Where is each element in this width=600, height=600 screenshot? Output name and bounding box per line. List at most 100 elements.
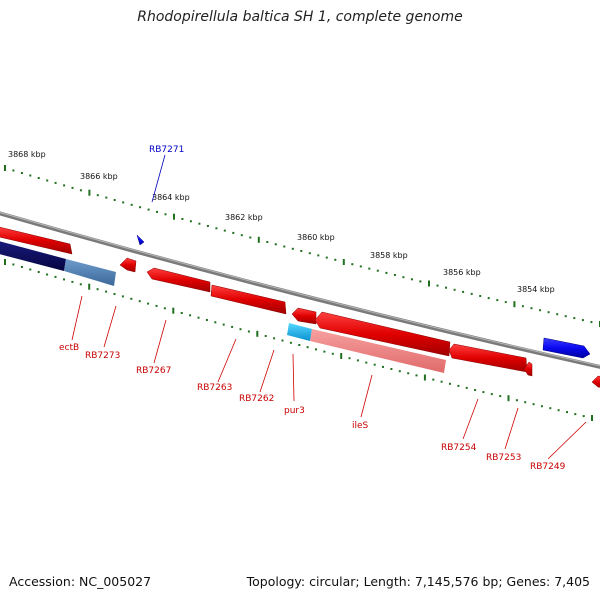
outer-scale-tick [385, 271, 388, 274]
scale-label-3864: 3864 kbp [152, 193, 190, 202]
scale-label-3862: 3862 kbp [225, 213, 263, 222]
outer-scale-tick [147, 208, 150, 211]
outer-scale-tick [156, 210, 158, 213]
gene-feature-dark-block[interactable] [0, 240, 66, 271]
outer-scale-tick [530, 307, 533, 310]
genome-summary-text: Topology: circular; Length: 7,145,576 bp… [246, 574, 590, 589]
outer-scale-tick [325, 256, 328, 259]
inner-scale-tick [365, 361, 368, 364]
outer-scale-tick [88, 189, 91, 196]
outer-scale-tick [564, 315, 567, 318]
inner-scale-tick [423, 374, 426, 381]
outer-scale-tick [479, 295, 482, 297]
inner-scale-tick [373, 363, 376, 366]
leader-rb7271 [151, 154, 166, 203]
inner-scale-tick [46, 273, 49, 276]
gene-label-rb7253[interactable]: RB7253 [486, 453, 521, 463]
inner-scale-tick [474, 389, 477, 391]
outer-scale-tick [96, 194, 99, 197]
gene-feature-rb7262[interactable] [291, 307, 317, 325]
inner-scale-tick [407, 372, 410, 375]
gene-label-rb7271[interactable]: RB7271 [149, 145, 184, 155]
inner-scale-tick [323, 350, 326, 353]
gene-feature-ectb-region[interactable] [0, 226, 73, 255]
gene-label-rb7267[interactable]: RB7267 [136, 366, 171, 376]
scale-label-3866: 3866 kbp [80, 172, 118, 181]
inner-scale-tick [591, 415, 593, 421]
gene-feature-ectb-steel[interactable] [64, 259, 116, 286]
inner-scale-tick [507, 395, 510, 402]
gene-label-rb7262[interactable]: RB7262 [239, 394, 274, 404]
gene-label-rb7254[interactable]: RB7254 [441, 443, 477, 453]
outer-scale-tick [504, 301, 507, 304]
gene-feature-rb7267[interactable] [146, 267, 211, 293]
outer-scale-tick [122, 201, 125, 204]
inner-scale-tick [197, 316, 200, 319]
gene-feature-rb7254[interactable] [448, 343, 528, 373]
inner-scale-tick [79, 283, 82, 286]
inner-scale-tick [71, 280, 74, 283]
inner-scale-tick [12, 263, 15, 266]
outer-scale-tick [351, 263, 354, 266]
inner-scale-tick [415, 374, 418, 377]
gene-feature-rb7249[interactable] [591, 375, 600, 388]
gene-label-rb7249[interactable]: RB7249 [530, 462, 566, 472]
inner-scale-tick [515, 399, 518, 402]
outer-scale-tick [521, 305, 524, 308]
gene-feature-rb7271[interactable] [136, 234, 145, 246]
outer-scale-tick [4, 165, 6, 171]
gene-label-rb7273[interactable]: RB7273 [85, 351, 120, 361]
leader-rb7253 [504, 407, 519, 450]
leader-rb7262 [259, 349, 275, 393]
inner-scale-tick [382, 365, 384, 368]
outer-scale-tick [46, 179, 49, 182]
outer-scale-tick [496, 299, 499, 302]
outer-scale-tick [308, 252, 311, 255]
gene-label-ectb[interactable]: ectB [59, 343, 79, 353]
outer-scale-tick [462, 290, 465, 293]
inner-scale-tick [449, 382, 451, 385]
outer-scale-tick [359, 265, 362, 268]
inner-scale-tick [457, 384, 460, 387]
outer-scale-tick [547, 311, 550, 314]
gene-feature-iles-cds[interactable] [310, 329, 446, 373]
inner-scale-tick [540, 405, 543, 408]
inner-scale-tick [54, 275, 57, 278]
gene-feature-pur3-rna[interactable] [287, 323, 312, 341]
inner-scale-tick [398, 370, 401, 373]
outer-scale-tick [12, 169, 15, 172]
scale-label-3858: 3858 kbp [370, 251, 408, 260]
outer-scale-tick [130, 203, 133, 206]
gene-label-pur3[interactable]: pur3 [284, 406, 305, 416]
outer-scale-tick [79, 189, 82, 192]
gene-label-iles[interactable]: ileS [352, 421, 369, 431]
inner-scale-tick [113, 293, 116, 295]
gene-feature-forward-right[interactable] [542, 337, 591, 359]
inner-scale-tick [499, 395, 502, 398]
inner-scale-tick [356, 359, 359, 362]
gene-feature-rb7253[interactable] [523, 361, 533, 377]
genome-backbone [0, 211, 600, 369]
outer-scale-tick [249, 236, 252, 239]
gene-feature-rb7263[interactable] [210, 284, 287, 315]
map-title: Rhodopirellula baltica SH 1, complete ge… [137, 9, 463, 25]
outer-scale-tick [189, 220, 192, 223]
outer-scale-tick [334, 258, 337, 261]
inner-scale-tick [315, 348, 317, 351]
inner-scale-tick [490, 393, 493, 396]
gene-feature-rb7273[interactable] [119, 257, 137, 273]
inner-scale-tick [289, 341, 292, 344]
gene-label-rb7263[interactable]: RB7263 [197, 383, 232, 393]
inner-scale-tick [574, 413, 577, 416]
inner-scale-tick [96, 288, 99, 291]
inner-scale-tick [147, 302, 150, 305]
outer-scale-tick [215, 227, 218, 230]
inner-scale-tick [189, 314, 192, 317]
inner-scale-tick [549, 407, 552, 410]
gene-feature-iles[interactable] [314, 311, 451, 357]
inner-scale-tick [273, 337, 276, 340]
outer-scale-tick [470, 292, 473, 295]
outer-scale-ticks [4, 165, 600, 327]
scale-label-3860: 3860 kbp [297, 233, 335, 242]
